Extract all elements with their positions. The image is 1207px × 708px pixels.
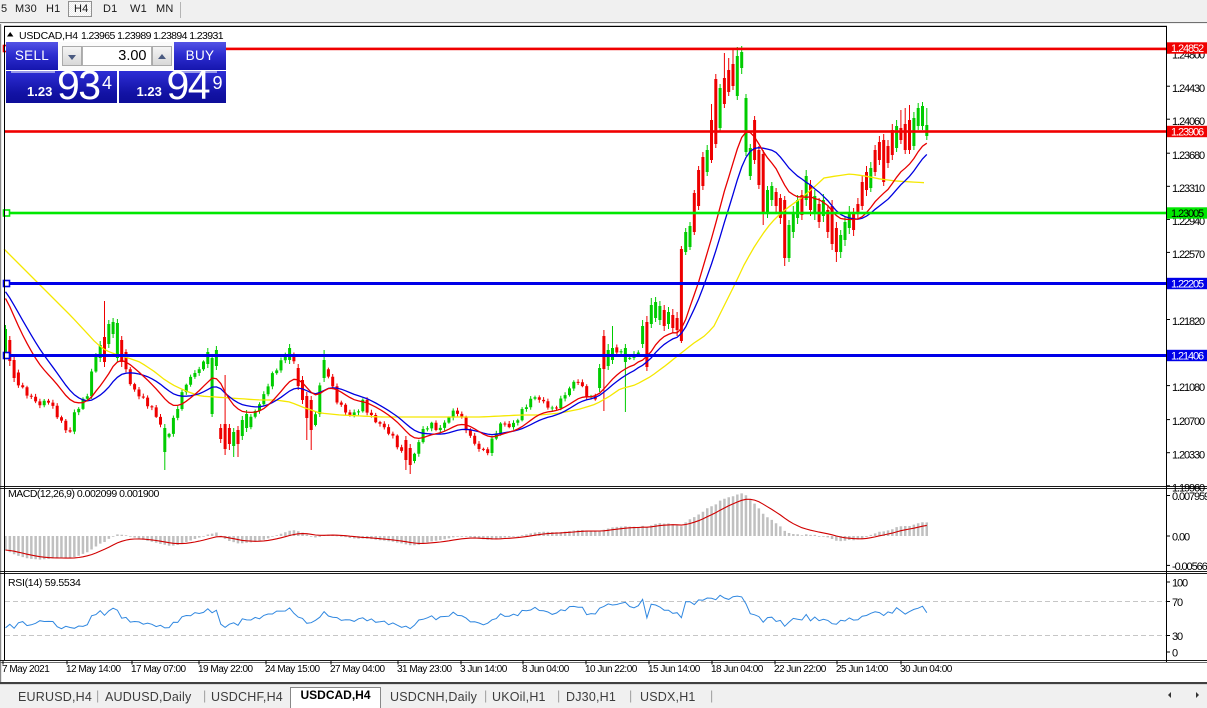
svg-text:1.23680: 1.23680 [1172,150,1205,162]
svg-text:24 May 15:00: 24 May 15:00 [265,664,321,675]
svg-text:1.22205: 1.22205 [1171,278,1204,290]
svg-text:30: 30 [1172,631,1183,643]
svg-text:1.23310: 1.23310 [1172,183,1205,195]
svg-text:1.21080: 1.21080 [1172,382,1205,394]
svg-text:19 May 22:00: 19 May 22:00 [198,664,254,675]
svg-text:18 Jun 04:00: 18 Jun 04:00 [711,664,764,675]
svg-text:17 May 07:00: 17 May 07:00 [131,664,187,675]
svg-text:1.24060: 1.24060 [1172,116,1205,128]
svg-text:70: 70 [1172,597,1183,609]
svg-text:1.21820: 1.21820 [1172,316,1205,328]
svg-text:-0.005663: -0.005663 [1172,561,1207,573]
svg-text:12 May 14:00: 12 May 14:00 [66,664,122,675]
svg-text:1.20700: 1.20700 [1172,416,1205,428]
svg-text:15 Jun 14:00: 15 Jun 14:00 [648,664,701,675]
svg-text:31 May 23:00: 31 May 23:00 [397,664,453,675]
svg-text:1.24852: 1.24852 [1171,43,1204,55]
svg-text:1.21406: 1.21406 [1171,350,1204,362]
svg-text:RSI(14) 59.5534: RSI(14) 59.5534 [8,577,81,589]
svg-text:10 Jun 22:00: 10 Jun 22:00 [585,664,638,675]
svg-text:7 May 2021: 7 May 2021 [2,664,50,675]
svg-text:1.22940: 1.22940 [1172,216,1205,228]
svg-text:1.20330: 1.20330 [1172,449,1205,461]
svg-text:0.007959: 0.007959 [1172,491,1207,503]
svg-text:0.00: 0.00 [1172,532,1190,544]
svg-text:25 Jun 14:00: 25 Jun 14:00 [836,664,889,675]
svg-text:22 Jun 22:00: 22 Jun 22:00 [774,664,827,675]
svg-text:1.23906: 1.23906 [1171,126,1204,138]
svg-text:8 Jun 04:00: 8 Jun 04:00 [522,664,570,675]
svg-text:1.22570: 1.22570 [1172,249,1205,261]
svg-text:1.23965 1.23989 1.23894 1.2393: 1.23965 1.23989 1.23894 1.23931 [81,30,224,42]
svg-text:USDCAD,H4: USDCAD,H4 [19,30,78,42]
svg-text:27 May 04:00: 27 May 04:00 [330,664,386,675]
svg-text:1.24430: 1.24430 [1172,83,1205,95]
svg-text:0: 0 [1172,648,1178,660]
svg-text:30 Jun 04:00: 30 Jun 04:00 [900,664,953,675]
svg-text:1.23005: 1.23005 [1171,208,1204,220]
svg-text:MACD(12,26,9) 0.002099 0.00190: MACD(12,26,9) 0.002099 0.001900 [8,488,160,500]
svg-text:1.19960: 1.19960 [1172,482,1205,494]
svg-text:100: 100 [1172,578,1188,590]
svg-text:3 Jun 14:00: 3 Jun 14:00 [460,664,508,675]
